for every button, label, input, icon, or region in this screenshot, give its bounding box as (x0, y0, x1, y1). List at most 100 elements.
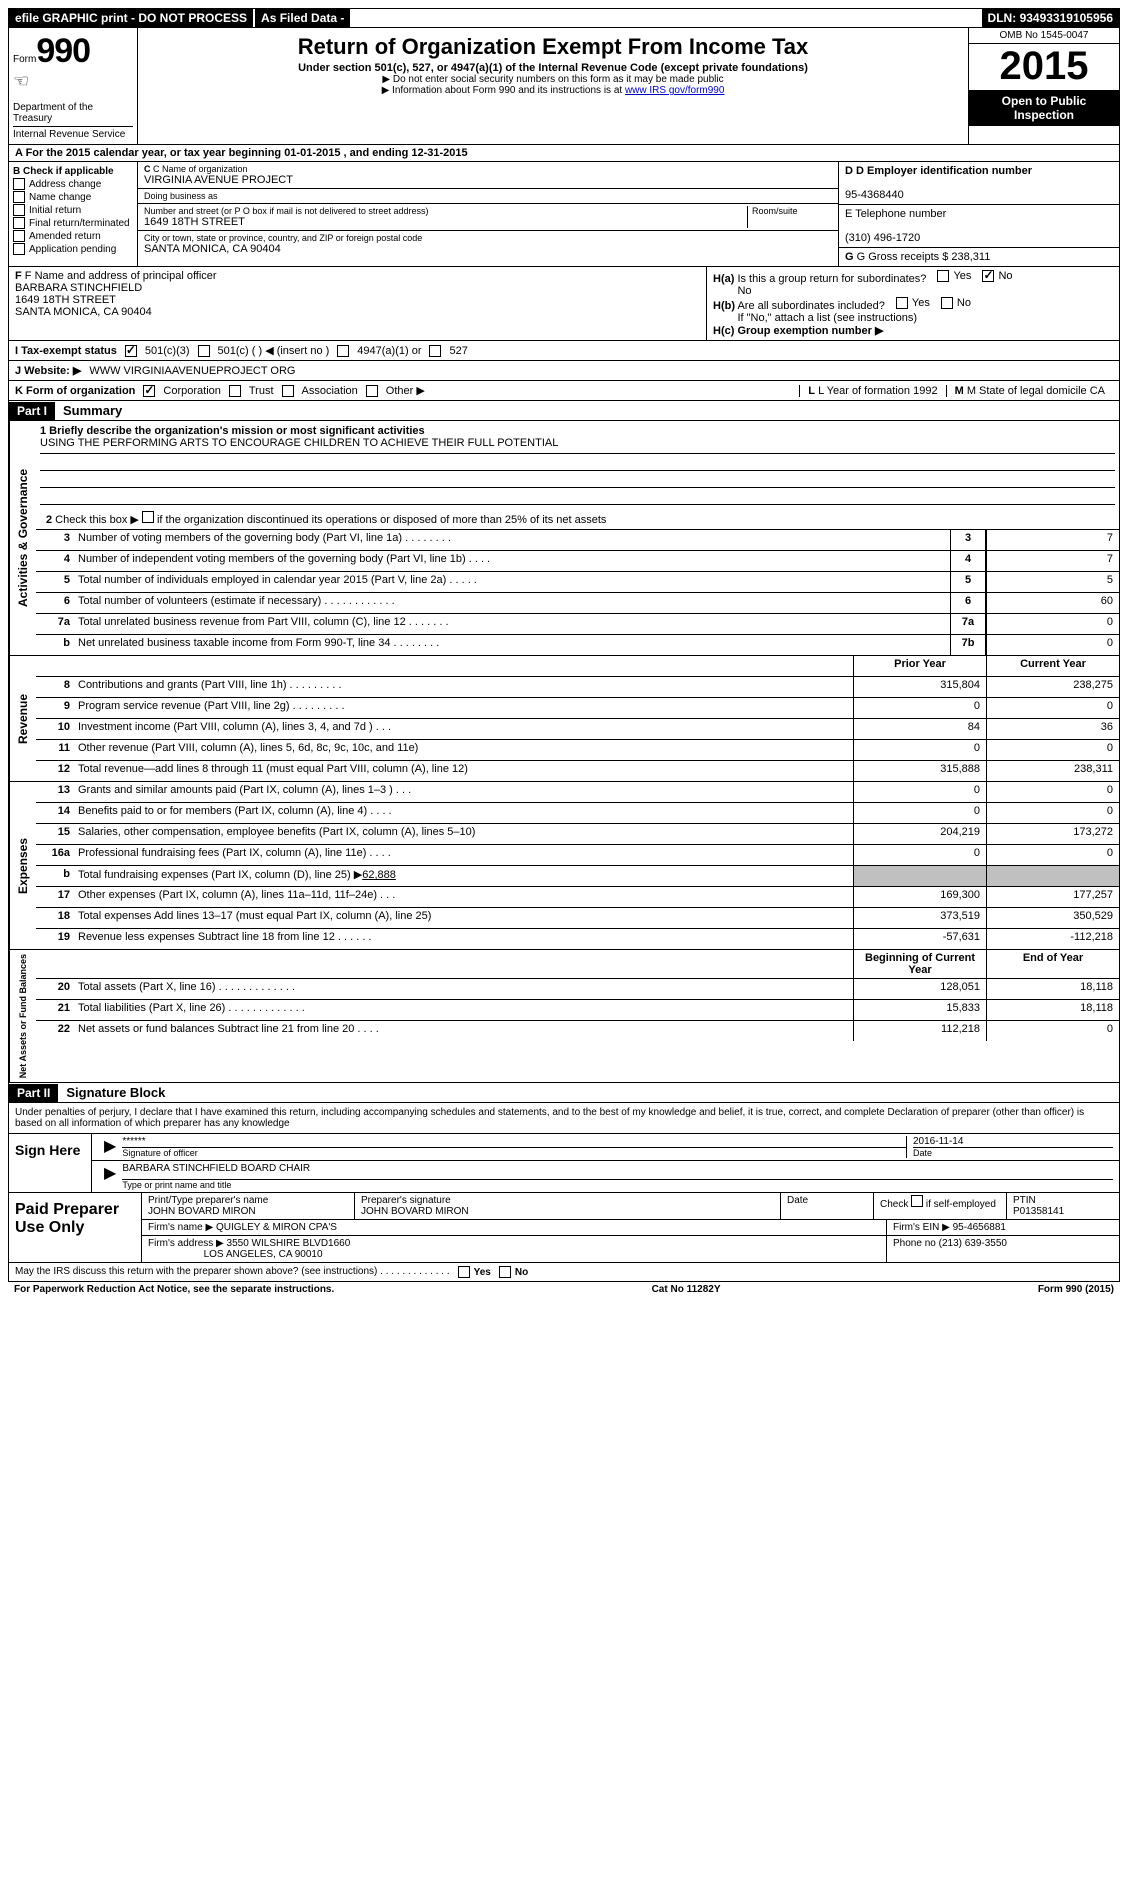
footer-left: For Paperwork Reduction Act Notice, see … (14, 1284, 334, 1295)
firm-name-label: Firm's name ▶ (148, 1222, 213, 1233)
opt-501c3: 501(c)(3) (145, 345, 190, 357)
h-section: H(a) Is this a group return for subordin… (706, 267, 1119, 340)
org-name: VIRGINIA AVENUE PROJECT (144, 174, 832, 186)
checkbox[interactable] (13, 191, 25, 203)
street-value: 1649 18TH STREET (144, 216, 747, 228)
trust-check[interactable] (229, 385, 241, 397)
preparer-row: Paid Preparer Use Only Print/Type prepar… (9, 1192, 1119, 1262)
checkbox[interactable] (13, 230, 25, 242)
prep-r1: Print/Type preparer's name JOHN BOVARD M… (142, 1193, 1119, 1220)
hb-yes-check[interactable] (896, 297, 908, 309)
note-2: ▶ Information about Form 990 and its ins… (146, 85, 960, 96)
dba-label: Doing business as (144, 191, 832, 201)
row-k: K Form of organization Corporation Trust… (8, 381, 1120, 401)
current-val: -112,218 (986, 929, 1119, 949)
line-desc: Investment income (Part VIII, column (A)… (74, 719, 853, 739)
firm-ein: 95-4656881 (953, 1222, 1006, 1233)
other-check[interactable] (366, 385, 378, 397)
hb-no-check[interactable] (941, 297, 953, 309)
sig-line-2: ▶ BARBARA STINCHFIELD BOARD CHAIR Type o… (92, 1161, 1119, 1192)
dln-value: 93493319105956 (1020, 11, 1113, 25)
line-num: 18 (36, 908, 74, 928)
ha-no-check[interactable] (982, 270, 994, 282)
line-desc: Professional fundraising fees (Part IX, … (74, 845, 853, 865)
line-desc: Total unrelated business revenue from Pa… (74, 614, 950, 634)
firm-city: LOS ANGELES, CA 90010 (204, 1249, 323, 1260)
4947-check[interactable] (337, 345, 349, 357)
current-val: 0 (986, 740, 1119, 760)
no-label: No (998, 270, 1012, 282)
checkbox[interactable] (13, 243, 25, 255)
check-label: Amended return (29, 231, 101, 242)
check-item: Address change (13, 178, 133, 190)
line-num: 10 (36, 719, 74, 739)
may-no-check[interactable] (499, 1266, 511, 1278)
line-num: 11 (36, 740, 74, 760)
line-num: 3 (36, 530, 74, 550)
line-desc: Total number of volunteers (estimate if … (74, 593, 950, 613)
check-item: Name change (13, 191, 133, 203)
line-num: 21 (36, 1000, 74, 1020)
current-label: Current Year (986, 656, 1119, 676)
table-row: 9Program service revenue (Part VIII, lin… (36, 698, 1119, 719)
row-i: I Tax-exempt status 501(c)(3) 501(c) ( )… (8, 341, 1120, 361)
table-row: 19Revenue less expenses Subtract line 18… (36, 929, 1119, 949)
irs-label: Internal Revenue Service (13, 126, 133, 140)
checkbox[interactable] (13, 217, 25, 229)
gross-field: G G Gross receipts $ 238,311 (839, 248, 1119, 266)
perjury-text: Under penalties of perjury, I declare th… (9, 1103, 1119, 1133)
table-row: 17Other expenses (Part IX, column (A), l… (36, 887, 1119, 908)
section-bcd: B Check if applicable Address changeName… (8, 162, 1120, 267)
line-num: 14 (36, 803, 74, 823)
footer-mid: Cat No 11282Y (652, 1284, 721, 1295)
rev-header: Prior Year Current Year (36, 656, 1119, 677)
name-label: C Name of organization (153, 164, 248, 174)
may-yes-check[interactable] (458, 1266, 470, 1278)
irs-link[interactable]: www IRS gov/form990 (625, 85, 724, 96)
self-emp-check[interactable] (911, 1195, 923, 1207)
m-label: M State of legal domicile (967, 385, 1087, 397)
tax-year: 2015 (969, 44, 1119, 90)
table-row: 4Number of independent voting members of… (36, 551, 1119, 572)
current-val (986, 866, 1119, 886)
prior-val: 0 (853, 740, 986, 760)
header-left: Form990 ☜ Department of the Treasury Int… (9, 28, 138, 144)
corp-check[interactable] (143, 385, 155, 397)
501c3-check[interactable] (125, 345, 137, 357)
footer: For Paperwork Reduction Act Notice, see … (8, 1282, 1120, 1297)
table-row: 13Grants and similar amounts paid (Part … (36, 782, 1119, 803)
net-body: Beginning of Current Year End of Year 20… (36, 950, 1119, 1082)
line-desc: Total number of individuals employed in … (74, 572, 950, 592)
yes-label: Yes (953, 270, 971, 282)
f-name: BARBARA STINCHFIELD (15, 282, 142, 294)
opt-trust: Trust (249, 385, 274, 397)
governance-section: Activities & Governance 1 Briefly descri… (8, 421, 1120, 656)
checkbox[interactable] (13, 178, 25, 190)
line-num: 16a (36, 845, 74, 865)
net-header: Beginning of Current Year End of Year (36, 950, 1119, 979)
prior-val: 373,519 (853, 908, 986, 928)
sig-line-1: ▶ ****** Signature of officer 2016-11-14… (92, 1134, 1119, 1161)
sign-here-label: Sign Here (9, 1134, 92, 1192)
phone-field: E Telephone number (310) 496-1720 (839, 205, 1119, 248)
checkbox[interactable] (13, 204, 25, 216)
line-desc: Grants and similar amounts paid (Part IX… (74, 782, 853, 802)
prior-val: 169,300 (853, 887, 986, 907)
527-check[interactable] (429, 345, 441, 357)
dba-field: Doing business as (138, 189, 838, 204)
prep-r3: Firm's address ▶ 3550 WILSHIRE BLVD1660 … (142, 1236, 1119, 1262)
rev-tab: Revenue (9, 656, 36, 781)
header-center: Return of Organization Exempt From Incom… (138, 28, 968, 144)
current-val: 0 (986, 803, 1119, 823)
line-ref: 7b (950, 635, 986, 655)
line-num: 20 (36, 979, 74, 999)
assoc-check[interactable] (282, 385, 294, 397)
501c-check[interactable] (198, 345, 210, 357)
line-num: 13 (36, 782, 74, 802)
ha-yes-check[interactable] (937, 270, 949, 282)
efile-label: efile GRAPHIC print - DO NOT PROCESS (9, 9, 253, 27)
q2-check[interactable] (142, 511, 154, 523)
city-field: City or town, state or province, country… (138, 231, 838, 257)
gov-tab: Activities & Governance (9, 421, 36, 655)
mission-line3 (40, 471, 1115, 488)
